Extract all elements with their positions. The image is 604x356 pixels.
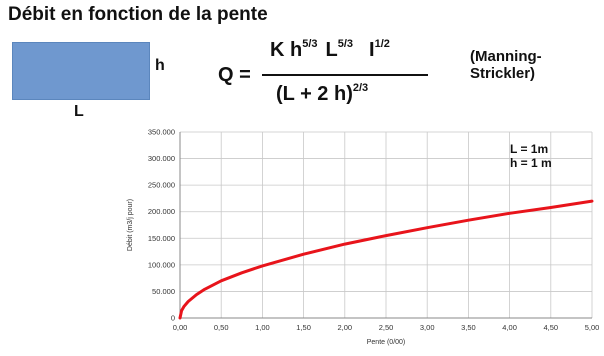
formula-numerator: K h5/3 L5/3 I1/2 bbox=[270, 38, 390, 62]
x-tick-label: 2,00 bbox=[337, 323, 352, 332]
x-tick-label: 1,00 bbox=[255, 323, 270, 332]
y-tick-label: 50.000 bbox=[152, 287, 175, 296]
y-tick-label: 350.000 bbox=[148, 128, 175, 137]
annotation-label: h = 1 m bbox=[510, 156, 552, 170]
numerator-i: I bbox=[369, 39, 375, 61]
denominator-exponent: 2/3 bbox=[352, 82, 369, 94]
numerator-l-exponent: 5/3 bbox=[337, 38, 354, 50]
series-line bbox=[178, 199, 594, 320]
y-tick-label: 100.000 bbox=[148, 260, 175, 269]
x-tick-label: 0,50 bbox=[214, 323, 229, 332]
formula-name: (Manning- Strickler) bbox=[470, 48, 542, 82]
numerator-i-exponent: 1/2 bbox=[374, 38, 390, 50]
x-tick-label: 5,00 bbox=[585, 323, 600, 332]
numerator-h-exponent: 5/3 bbox=[302, 38, 318, 50]
fraction-bar bbox=[262, 74, 428, 76]
numerator-k-h: K h bbox=[270, 39, 303, 61]
formula-name-line1: (Manning- bbox=[470, 48, 542, 65]
flow-chart: 0 50.000 100.000 150.000 200.000 250.000 300.0… bbox=[127, 128, 600, 347]
channel-cross-section bbox=[12, 42, 150, 100]
x-tick-label: 1,50 bbox=[296, 323, 311, 332]
y-axis-label: Débit (m3/j pour) bbox=[127, 199, 134, 251]
denominator-base: (L + 2 h) bbox=[276, 83, 353, 105]
y-tick-label: 300.000 bbox=[148, 154, 175, 163]
numerator-l: L bbox=[325, 39, 338, 61]
y-tick-label: 200.000 bbox=[148, 207, 175, 216]
formula-denominator: (L + 2 h)2/3 bbox=[276, 82, 368, 106]
x-tick-label: 4,00 bbox=[502, 323, 517, 332]
x-tick-label: 3,50 bbox=[461, 323, 476, 332]
x-tick-label: 2,50 bbox=[379, 323, 394, 332]
width-label: L bbox=[74, 103, 84, 120]
formula-name-line2: Strickler) bbox=[470, 65, 536, 82]
formula-lhs: Q = bbox=[218, 64, 251, 86]
annotation-label: L = 1m bbox=[510, 142, 548, 156]
x-tick-label: 4,50 bbox=[543, 323, 558, 332]
chart-title: Débit en fonction de la pente bbox=[8, 4, 268, 25]
x-axis-label: Pente (0/00) bbox=[367, 339, 406, 346]
y-tick-label: 0 bbox=[171, 314, 175, 323]
x-tick-label: 0,00 bbox=[173, 323, 188, 332]
height-label: h bbox=[155, 57, 165, 74]
y-tick-label: 250.000 bbox=[148, 181, 175, 190]
x-tick-label: 3,00 bbox=[420, 323, 435, 332]
y-tick-label: 150.000 bbox=[148, 234, 175, 243]
